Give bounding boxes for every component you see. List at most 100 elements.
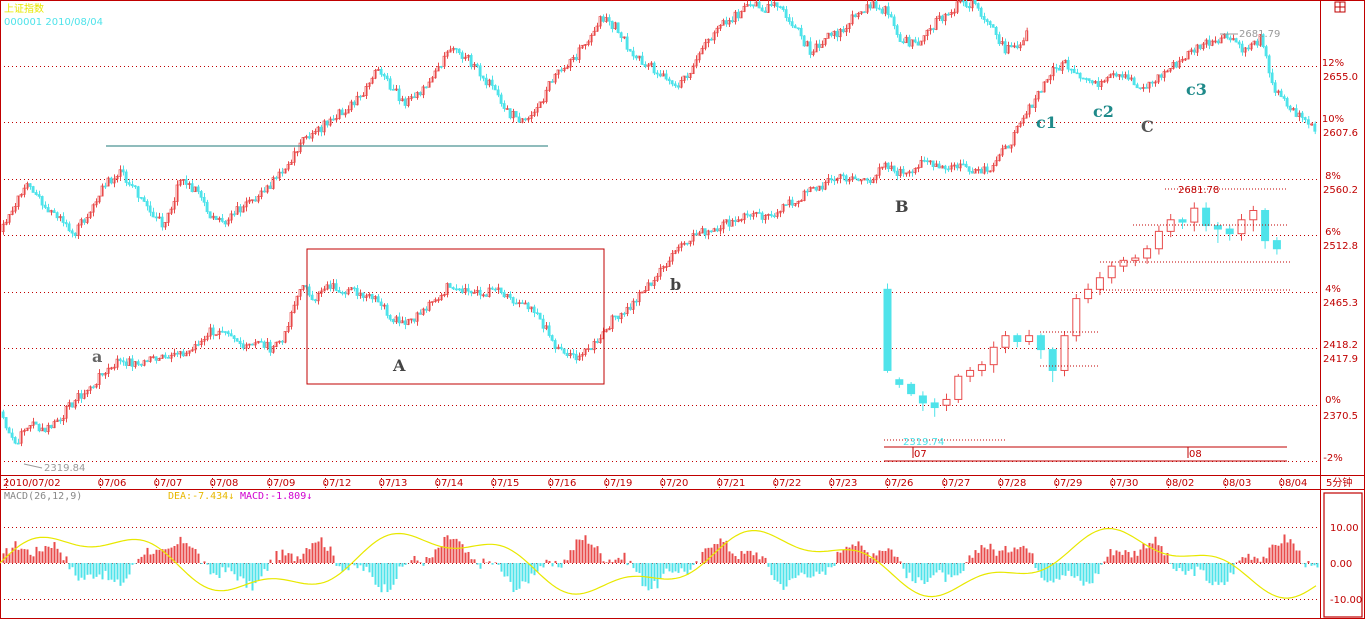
- wave-a-box: [306, 248, 605, 385]
- up-candle: [466, 55, 470, 58]
- down-candle: [262, 190, 266, 193]
- up-candle: [55, 419, 59, 423]
- up-candle: [1231, 38, 1235, 41]
- down-candle: [496, 89, 500, 96]
- up-candle: [22, 430, 26, 433]
- down-candle: [853, 176, 857, 180]
- down-candle: [493, 85, 497, 91]
- down-candle: [523, 118, 527, 121]
- macd-params: MACD(26,12,9): [4, 491, 82, 502]
- wave-label-B: B: [895, 197, 909, 216]
- down-candle: [532, 306, 536, 313]
- down-candle: [892, 165, 896, 172]
- up-candle: [712, 32, 716, 41]
- inset-up-candle: [1060, 335, 1069, 371]
- up-candle: [1222, 34, 1226, 39]
- up-candle: [556, 69, 560, 75]
- down-candle: [502, 292, 506, 298]
- down-candle: [997, 34, 1001, 45]
- macd-axis-box: [1323, 492, 1363, 618]
- x-tick-label: 07/06: [98, 478, 127, 489]
- up-candle: [277, 171, 281, 179]
- up-candle: [667, 260, 671, 267]
- up-candle: [487, 287, 491, 297]
- up-candle: [202, 339, 206, 342]
- up-candle: [52, 421, 56, 429]
- down-candle: [820, 185, 824, 190]
- inset-up-candle: [1107, 265, 1116, 279]
- up-candle: [214, 334, 218, 337]
- down-candle: [895, 25, 899, 35]
- up-candle: [706, 38, 710, 44]
- down-candle: [1030, 104, 1034, 108]
- up-candle: [1123, 74, 1127, 78]
- timeframe-label[interactable]: 5分钟: [1326, 476, 1352, 489]
- up-candle: [1168, 68, 1172, 72]
- up-candle: [463, 56, 467, 59]
- down-candle: [418, 92, 422, 96]
- up-candle: [637, 292, 641, 303]
- down-candle: [196, 186, 200, 192]
- wave-label-b: b: [670, 275, 681, 294]
- down-candle: [52, 210, 56, 213]
- down-candle: [1135, 84, 1139, 89]
- up-candle: [934, 18, 938, 30]
- up-candle: [1021, 40, 1025, 46]
- down-candle: [877, 7, 881, 10]
- down-candle: [136, 186, 140, 198]
- down-candle: [571, 353, 575, 355]
- up-candle: [445, 283, 449, 295]
- up-candle: [1033, 98, 1037, 108]
- down-candle: [1306, 119, 1310, 125]
- up-candle: [916, 167, 920, 169]
- down-candle: [313, 299, 317, 302]
- up-candle: [415, 92, 419, 98]
- up-candle: [625, 306, 629, 314]
- y-tick-price: 2417.9: [1323, 354, 1358, 365]
- down-candle: [205, 201, 209, 213]
- y-tick-pct: 12%: [1322, 58, 1344, 69]
- up-candle: [1099, 80, 1103, 87]
- down-candle: [457, 48, 461, 54]
- up-candle: [376, 68, 380, 71]
- up-candle: [703, 42, 707, 49]
- up-candle: [1102, 80, 1106, 83]
- down-candle: [1237, 41, 1241, 45]
- up-candle: [271, 177, 275, 189]
- window-toggle-icon[interactable]: [1334, 1, 1346, 13]
- up-candle: [190, 349, 194, 352]
- down-candle: [1228, 37, 1232, 41]
- up-candle: [631, 300, 635, 310]
- down-candle: [961, 163, 965, 166]
- up-candle: [826, 178, 830, 183]
- x-tick-label: 07/20: [660, 478, 689, 489]
- up-candle: [163, 222, 167, 228]
- up-candle: [256, 196, 260, 202]
- up-candle: [1291, 108, 1295, 111]
- x-tick-label: 07/19: [604, 478, 633, 489]
- down-candle: [760, 7, 764, 12]
- down-candle: [670, 80, 674, 85]
- x-tick-label: 08/02: [1166, 478, 1195, 489]
- up-candle: [244, 344, 248, 349]
- up-candle: [793, 203, 797, 206]
- down-candle: [955, 164, 959, 169]
- up-candle: [157, 358, 161, 361]
- up-candle: [1310, 123, 1314, 126]
- up-candle: [850, 14, 854, 25]
- inset-up-candle: [966, 369, 975, 377]
- down-candle: [1216, 40, 1220, 44]
- up-candle: [778, 210, 782, 214]
- up-candle: [706, 230, 710, 236]
- down-candle: [64, 222, 68, 225]
- down-candle: [565, 352, 569, 357]
- up-candle: [646, 282, 650, 291]
- up-candle: [10, 210, 14, 215]
- inset-up-candle: [1190, 207, 1199, 223]
- up-candle: [991, 165, 995, 172]
- down-candle: [1313, 123, 1317, 132]
- up-candle: [1012, 132, 1016, 146]
- up-candle: [745, 4, 749, 7]
- down-candle: [130, 358, 134, 367]
